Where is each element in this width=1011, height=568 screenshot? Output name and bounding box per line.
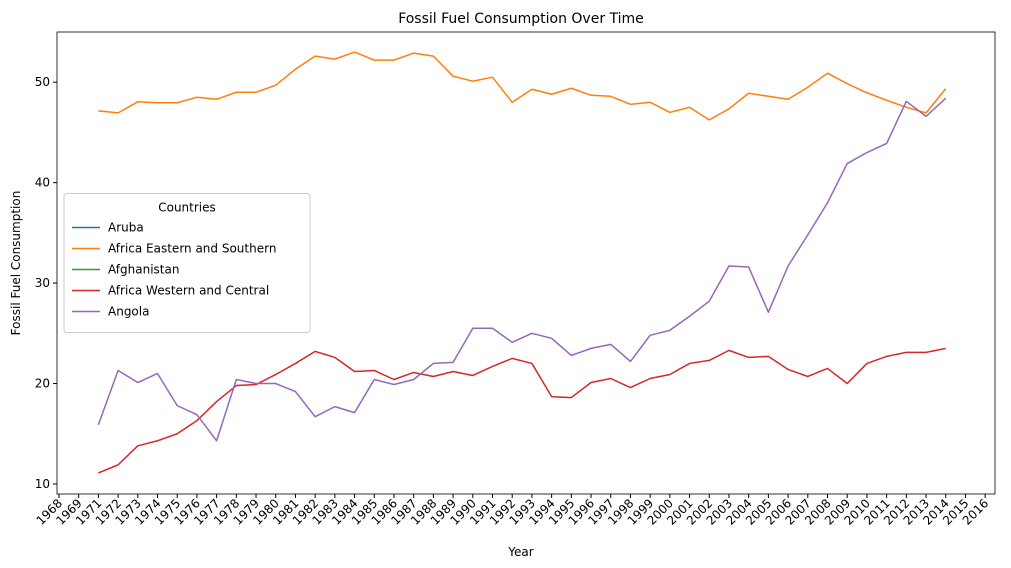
y-tick-label: 10: [35, 477, 50, 491]
y-tick-label: 30: [35, 276, 50, 290]
legend-title: Countries: [158, 201, 216, 215]
y-axis-label: Fossil Fuel Consumption: [9, 191, 23, 336]
legend-label: Africa Western and Central: [108, 284, 269, 298]
y-tick-label: 50: [35, 75, 50, 89]
y-tick-label: 20: [35, 377, 50, 391]
legend-label: Angola: [108, 305, 149, 319]
series-line: [98, 347, 946, 474]
x-axis-label: Year: [507, 545, 533, 559]
y-tick-label: 40: [35, 176, 50, 190]
chart-title: Fossil Fuel Consumption Over Time: [398, 11, 644, 27]
series-line: [98, 51, 947, 121]
plot-frame: [56, 31, 996, 495]
legend-label: Africa Eastern and Southern: [108, 242, 276, 256]
legend-label: Afghanistan: [108, 263, 179, 277]
legend-label: Aruba: [108, 221, 144, 235]
series-line: [97, 97, 947, 442]
legend-box: [63, 193, 311, 333]
